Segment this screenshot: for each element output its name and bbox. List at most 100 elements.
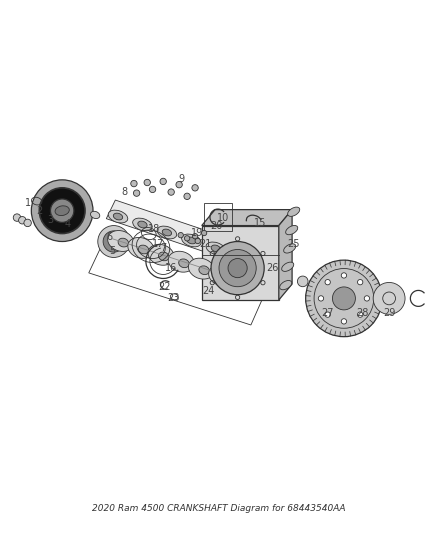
Circle shape — [131, 180, 137, 187]
Circle shape — [39, 188, 85, 233]
Text: 15: 15 — [254, 218, 267, 228]
Circle shape — [201, 230, 207, 236]
Circle shape — [50, 199, 74, 222]
Polygon shape — [279, 209, 292, 300]
Circle shape — [176, 181, 182, 188]
Ellipse shape — [108, 231, 134, 252]
Ellipse shape — [133, 218, 152, 231]
Ellipse shape — [187, 237, 196, 244]
Text: 28: 28 — [357, 308, 369, 318]
Ellipse shape — [91, 211, 100, 219]
Polygon shape — [202, 209, 292, 225]
Ellipse shape — [229, 272, 255, 293]
Ellipse shape — [162, 229, 172, 236]
Text: 22: 22 — [159, 282, 171, 292]
Text: 29: 29 — [383, 308, 396, 318]
Ellipse shape — [199, 266, 209, 274]
Circle shape — [332, 287, 355, 310]
Text: 9: 9 — [179, 174, 185, 184]
Circle shape — [160, 178, 166, 184]
Circle shape — [178, 232, 184, 238]
Polygon shape — [202, 225, 279, 300]
Circle shape — [110, 237, 118, 246]
Circle shape — [103, 231, 124, 252]
Text: 24: 24 — [202, 286, 215, 296]
Ellipse shape — [280, 280, 292, 290]
Ellipse shape — [219, 273, 230, 281]
Circle shape — [58, 206, 67, 215]
Circle shape — [364, 296, 370, 301]
Text: 8: 8 — [121, 187, 127, 197]
Ellipse shape — [157, 226, 177, 239]
Circle shape — [32, 180, 93, 241]
Circle shape — [184, 236, 190, 241]
Text: 27: 27 — [321, 308, 334, 318]
Ellipse shape — [282, 262, 294, 271]
Ellipse shape — [182, 234, 201, 247]
Circle shape — [24, 219, 32, 227]
Circle shape — [318, 296, 324, 301]
Circle shape — [13, 214, 21, 221]
Ellipse shape — [113, 213, 123, 220]
Ellipse shape — [284, 244, 296, 253]
Ellipse shape — [108, 210, 128, 223]
Circle shape — [192, 233, 198, 239]
Ellipse shape — [159, 252, 169, 261]
Circle shape — [184, 193, 190, 199]
Text: 5: 5 — [110, 246, 116, 255]
Text: 7: 7 — [160, 243, 166, 253]
Ellipse shape — [208, 265, 235, 286]
Text: 23: 23 — [168, 293, 180, 303]
Circle shape — [357, 312, 363, 317]
Ellipse shape — [211, 245, 220, 252]
Circle shape — [134, 190, 140, 196]
Circle shape — [211, 241, 264, 295]
Text: 6: 6 — [106, 232, 112, 243]
Circle shape — [168, 189, 174, 195]
Text: 25: 25 — [287, 239, 300, 248]
Text: 16: 16 — [165, 263, 177, 273]
Circle shape — [228, 259, 247, 278]
Ellipse shape — [206, 242, 226, 255]
Ellipse shape — [148, 244, 174, 265]
Ellipse shape — [286, 225, 298, 235]
Text: 17: 17 — [152, 239, 164, 248]
Bar — [204, 203, 232, 231]
Circle shape — [341, 319, 346, 324]
Text: 18: 18 — [148, 224, 160, 235]
Ellipse shape — [118, 238, 128, 247]
Circle shape — [98, 225, 130, 257]
Ellipse shape — [179, 259, 189, 268]
Circle shape — [357, 279, 363, 285]
Text: 2: 2 — [36, 206, 42, 216]
Circle shape — [373, 282, 405, 314]
Circle shape — [306, 260, 382, 337]
Ellipse shape — [55, 206, 69, 215]
Text: 10: 10 — [217, 213, 230, 223]
Circle shape — [18, 216, 26, 224]
Circle shape — [149, 186, 156, 192]
Circle shape — [325, 312, 330, 317]
Circle shape — [219, 249, 256, 287]
Text: 20: 20 — [210, 221, 223, 231]
Ellipse shape — [188, 258, 215, 279]
Circle shape — [325, 279, 330, 285]
Ellipse shape — [138, 245, 149, 254]
Circle shape — [144, 179, 150, 185]
Ellipse shape — [128, 237, 154, 259]
Text: 2020 Ram 4500 CRANKSHAFT Diagram for 68443540AA: 2020 Ram 4500 CRANKSHAFT Diagram for 684… — [92, 504, 346, 513]
Text: 19: 19 — [191, 228, 203, 238]
Ellipse shape — [288, 207, 300, 216]
Ellipse shape — [168, 251, 194, 272]
Circle shape — [297, 276, 308, 287]
Polygon shape — [106, 200, 250, 264]
Text: 1: 1 — [25, 198, 31, 208]
Circle shape — [341, 273, 346, 278]
Ellipse shape — [138, 221, 147, 228]
Text: 3: 3 — [47, 215, 53, 225]
Text: 26: 26 — [266, 263, 278, 272]
Ellipse shape — [239, 280, 250, 288]
Text: 4: 4 — [64, 219, 71, 229]
Circle shape — [195, 238, 201, 244]
Circle shape — [192, 184, 198, 191]
